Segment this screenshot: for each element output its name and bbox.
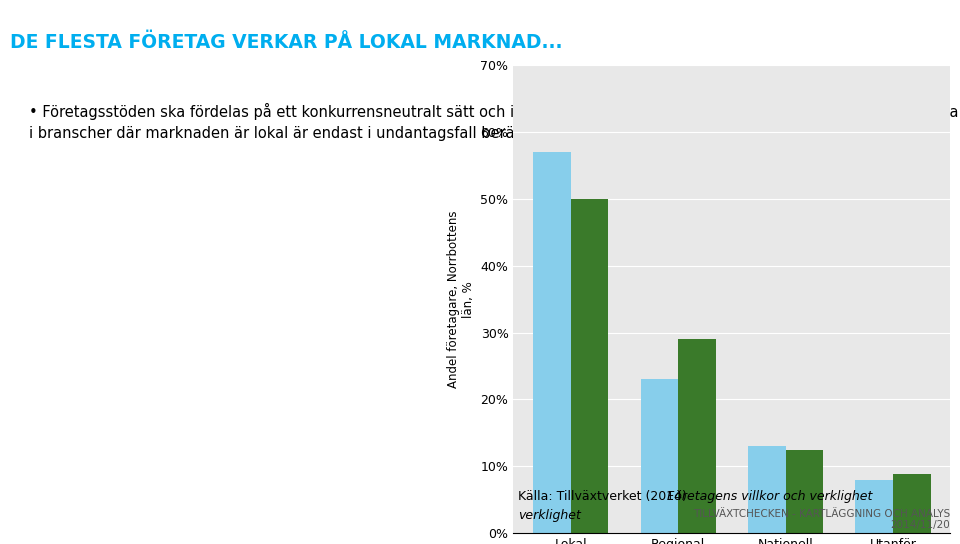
Bar: [855, 480, 893, 533]
Text: Källa: Tillväxtverket (2014): Källa: Tillväxtverket (2014): [518, 490, 691, 503]
Bar: [678, 339, 716, 533]
Bar: [748, 446, 785, 533]
Bar: [785, 449, 823, 533]
Text: TILLVÄXTCHECKEN - KARTLÄGGNING OCH ANALYS
2014/11/20: TILLVÄXTCHECKEN - KARTLÄGGNING OCH ANALY…: [693, 509, 950, 530]
Bar: [893, 474, 930, 533]
Text: verklighet: verklighet: [518, 509, 581, 522]
Bar: [571, 199, 609, 533]
Text: DE FLESTA FÖRETAG VERKAR PÅ LOKAL MARKNAD...: DE FLESTA FÖRETAG VERKAR PÅ LOKAL MARKNA…: [10, 33, 563, 52]
Text: RAMBOLL: RAMBOLL: [20, 511, 95, 525]
Text: Företagens villkor och verklighet: Företagens villkor och verklighet: [667, 490, 873, 503]
Y-axis label: Andel företagare, Norrbottens
län, %: Andel företagare, Norrbottens län, %: [447, 211, 475, 388]
Text: • Företagsstöden ska fördelas på ett konkurrensneutralt sätt och inte gynna ett : • Företagsstöden ska fördelas på ett kon…: [29, 103, 958, 141]
Bar: [640, 379, 678, 533]
Bar: [533, 152, 571, 533]
